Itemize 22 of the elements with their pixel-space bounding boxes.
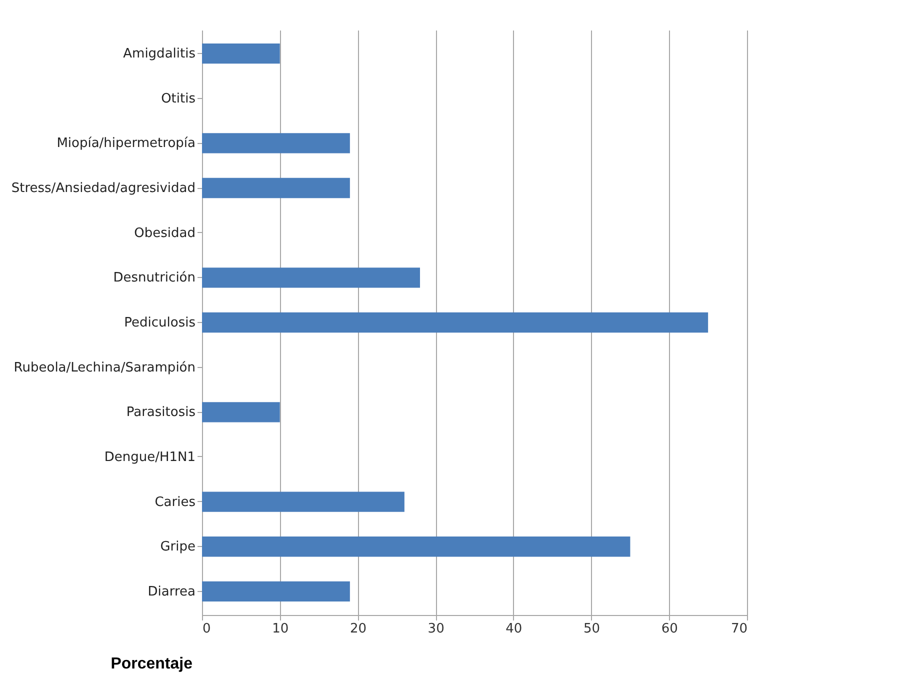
- y-tick-label: Diarrea: [148, 584, 196, 600]
- y-tick-label: Caries: [154, 494, 196, 510]
- y-tick-label: Stress/Ansiedad/agresividad: [11, 181, 196, 196]
- y-tick-label: Pediculosis: [124, 316, 196, 330]
- y-tick-label: Otitis: [161, 91, 196, 106]
- y-tick-label: Amigdalitis: [123, 46, 196, 62]
- x-tick-label: 40: [506, 622, 522, 636]
- x-tick-label: 10: [272, 622, 289, 636]
- y-tick-label: Desnutrición: [113, 270, 196, 286]
- x-tick-label: 60: [661, 622, 678, 636]
- y-tick-label: Parasitosis: [126, 405, 196, 420]
- x-tick-label: 20: [350, 622, 366, 636]
- x-axis-title: Porcentaje: [110, 656, 193, 672]
- x-tick-label: 0: [202, 622, 211, 636]
- x-tick-label: 70: [730, 622, 748, 636]
- y-tick-label: Miopía/hipermetropía: [56, 136, 196, 152]
- y-tick-label: Rubeola/Lechina/Sarampión: [14, 360, 196, 376]
- x-tick-label: 30: [428, 622, 444, 636]
- y-tick-label: Dengue/H1N1: [104, 450, 196, 465]
- x-tick-label: 50: [584, 622, 600, 636]
- y-tick-label: Obesidad: [134, 226, 196, 241]
- y-tick-label: Gripe: [160, 540, 196, 555]
